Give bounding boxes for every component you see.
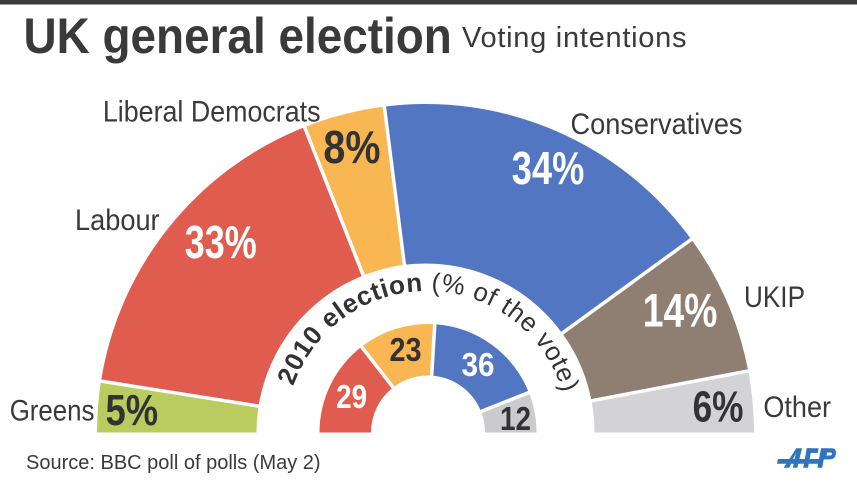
svg-text:8%: 8% xyxy=(323,121,380,173)
svg-text:Conservatives: Conservatives xyxy=(571,108,743,141)
svg-text:Source: BBC poll of polls (May: Source: BBC poll of polls (May 2) xyxy=(26,452,321,474)
svg-text:23: 23 xyxy=(390,332,422,369)
svg-text:29: 29 xyxy=(336,379,367,416)
svg-text:Voting intentions: Voting intentions xyxy=(462,22,687,54)
svg-text:UK general election: UK general election xyxy=(24,8,452,64)
svg-text:33%: 33% xyxy=(185,216,257,268)
svg-text:12: 12 xyxy=(500,401,531,438)
svg-text:Other: Other xyxy=(763,391,831,424)
svg-text:14%: 14% xyxy=(643,283,718,336)
svg-text:Labour: Labour xyxy=(75,204,160,237)
svg-text:UKIP: UKIP xyxy=(744,281,805,314)
svg-text:34%: 34% xyxy=(512,142,585,194)
svg-text:5%: 5% xyxy=(106,387,159,435)
svg-text:6%: 6% xyxy=(693,384,744,432)
svg-text:Greens: Greens xyxy=(10,395,95,428)
svg-text:36: 36 xyxy=(462,347,495,384)
svg-text:Liberal Democrats: Liberal Democrats xyxy=(103,96,321,129)
